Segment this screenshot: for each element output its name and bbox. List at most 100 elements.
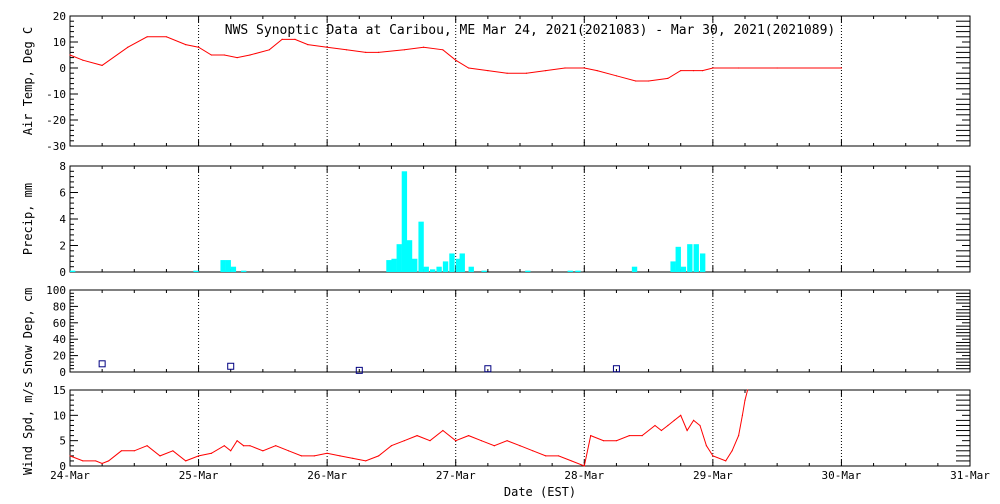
y-tick-label: 80 (53, 300, 66, 313)
panel-1-frame (69, 165, 971, 273)
panel-3-data-point (602, 440, 605, 442)
y-tick-label: 6 (59, 187, 66, 200)
precip-bar (631, 266, 638, 272)
panel-3-data-point (429, 440, 431, 442)
panel-3-data-point (705, 445, 708, 447)
panel-3-data-point (744, 399, 746, 401)
panel-3-data-point (455, 440, 457, 442)
precip-bar (230, 266, 237, 272)
panel-0-data-point (596, 70, 598, 72)
x-tick-label: 25-Mar (179, 469, 219, 482)
panel-3-data-point (615, 440, 618, 442)
panel-0-data-point (236, 57, 238, 59)
panel-0-data-point (701, 70, 704, 72)
panel-3-data-point (313, 455, 315, 457)
panel-0-data-point (127, 46, 129, 48)
panel-3-data-point (339, 455, 341, 457)
panel-0-data-point (326, 46, 328, 48)
panel-3-data-point (352, 457, 354, 459)
panel-3-data-point (275, 445, 277, 447)
panel-3-data-point (172, 450, 174, 452)
y-tick-label: 4 (59, 213, 66, 226)
y-tick-label: 10 (53, 409, 66, 422)
panel-0-data-point (294, 38, 296, 41)
precip-bar (459, 253, 465, 272)
panel-3-data-point (300, 455, 303, 457)
precip-bar (455, 258, 462, 272)
panel-0-data-point (525, 72, 528, 74)
panel-0-data-point (82, 59, 84, 61)
y-tick-label: 5 (59, 435, 66, 448)
panel-0-data-point (776, 67, 778, 69)
panel-3-data-point (197, 455, 200, 457)
panel-0-data-point (146, 36, 148, 38)
panel-2-ylabel: Snow Dep, cm (21, 288, 35, 375)
panel-3-data-point (741, 414, 744, 416)
precip-bar (193, 270, 199, 272)
snow-depth-marker (227, 362, 235, 370)
panel-0-data-point (583, 67, 585, 69)
panel-0-data-point (223, 54, 225, 56)
x-tick-label: 29-Mar (693, 469, 733, 482)
y-tick-label: -30 (46, 140, 66, 153)
panel-0-data-point (680, 70, 682, 72)
panel-3-data-point (442, 429, 444, 432)
panel-3-data-point (673, 419, 675, 421)
y-tick-label: 0 (59, 266, 66, 279)
panel-3-data-point (390, 445, 393, 447)
panel-0-data-point (737, 67, 740, 69)
panel-3-data-point (737, 435, 740, 437)
precip-bar (412, 258, 418, 272)
panel-3-data-point (641, 435, 643, 437)
panel-0-data-point (712, 67, 714, 69)
precip-bar (687, 244, 693, 272)
precip-bar (442, 261, 449, 272)
y-tick-label: 20 (53, 350, 66, 363)
panel-0-data-point (422, 46, 425, 48)
panel-0-data-point (635, 80, 637, 82)
panel-3-data-point (107, 460, 110, 462)
snow-depth-marker (98, 360, 106, 368)
panel-3-data-point (532, 450, 534, 452)
precip-bar (423, 266, 429, 272)
precip-bar (481, 270, 487, 272)
y-tick-label: 8 (59, 160, 66, 173)
precip-bar (449, 253, 455, 272)
panel-3-data-point (101, 462, 103, 465)
panel-0-data-point (506, 72, 508, 74)
panel-3-data-point (519, 445, 521, 447)
panel-0-data-point (692, 70, 695, 72)
panel-3-data-point (570, 460, 573, 462)
panel-3-data-point (480, 440, 483, 442)
panel-0-data-point (487, 70, 489, 72)
panel-3-data-point (680, 414, 682, 416)
precip-bar (241, 270, 247, 272)
panel-0-data-point (268, 49, 270, 51)
precip-bar (567, 270, 573, 272)
panel-0-data-point (647, 80, 650, 82)
panel-0-data-point (467, 67, 470, 69)
panel-0-ylabel: Air Temp, Deg C (21, 27, 35, 135)
panel-3-data-point (590, 435, 592, 437)
panel-0-data-point (101, 64, 103, 66)
x-tick-label: 27-Mar (436, 469, 476, 482)
panel-3-data-point (692, 419, 695, 421)
panel-3-data-point (403, 440, 405, 442)
x-tick-label: 28-Mar (564, 469, 604, 482)
panel-3-data-point (120, 450, 123, 452)
panel-3-data-point (493, 445, 495, 447)
panel-1-ylabel: Precip, mm (21, 183, 35, 255)
panel-3-data-point (365, 460, 367, 462)
y-tick-label: 15 (53, 384, 66, 397)
panel-3-data-point (249, 445, 251, 447)
y-tick-label: 10 (53, 36, 66, 49)
panel-3-data-point (236, 440, 238, 442)
panel-0-data-point (165, 36, 168, 38)
panel-0-data-point (840, 67, 843, 69)
precip-bar (700, 253, 706, 272)
panel-0-data-point (281, 38, 283, 41)
y-tick-label: -20 (46, 114, 66, 127)
panel-3-data-point (210, 452, 213, 454)
precip-bar (418, 221, 424, 272)
panel-0-data-point (197, 46, 200, 48)
